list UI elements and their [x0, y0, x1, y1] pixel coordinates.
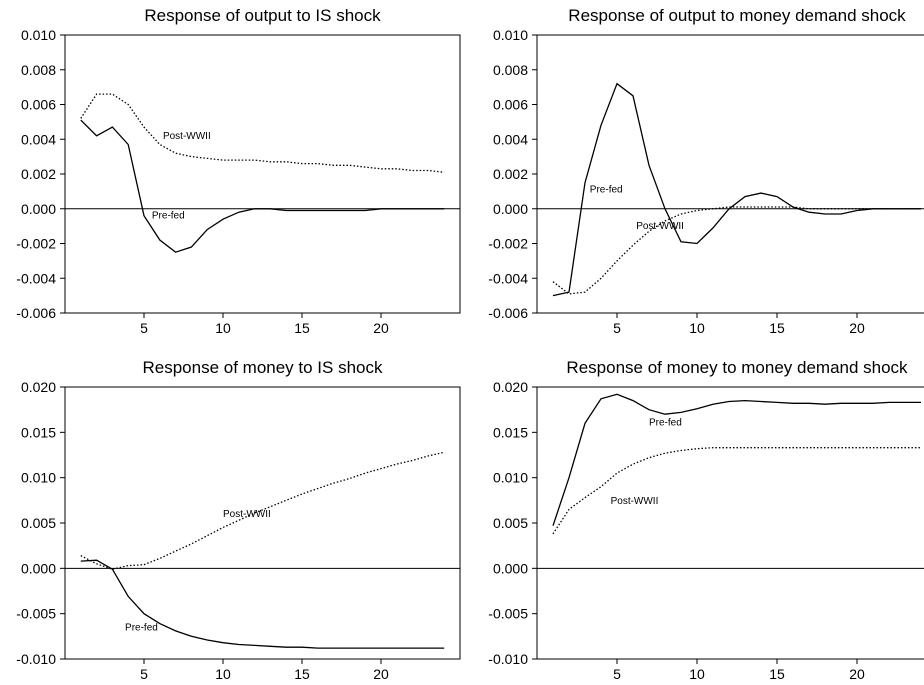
plot-frame — [64, 386, 461, 660]
x-tick-label: 10 — [689, 320, 705, 336]
plot-frame — [536, 386, 924, 660]
series-line-post-wwii — [552, 206, 921, 295]
series-line-post-wwii — [552, 447, 921, 535]
chart-plot: -0.010 -0.005 0.000 0.005 0.010 0.015 0.020 5 10… — [488, 379, 924, 682]
series-line-pre-fed — [80, 559, 445, 649]
x-tick-label: 5 — [140, 666, 148, 682]
chart-title: Response of money to money demand shock — [566, 358, 908, 377]
y-tick-label: 0.002 — [493, 166, 528, 182]
x-tick-label: 5 — [613, 320, 621, 336]
y-tick-label: 0.015 — [21, 424, 56, 440]
series-annotation: Pre-fed — [590, 185, 623, 196]
x-tick-label: 15 — [769, 320, 785, 336]
chart-plot: -0.006 -0.004 -0.002 0.000 0.002 0.004 0.006 0.… — [488, 27, 924, 336]
y-tick-label: 0.000 — [21, 560, 56, 576]
y-tick-label: 0.015 — [493, 424, 528, 440]
y-tick-label: 0.010 — [493, 27, 528, 43]
x-tick-label: 20 — [849, 320, 865, 336]
x-tick-label: 5 — [613, 666, 621, 682]
series-line-post-wwii — [80, 93, 445, 173]
series-annotation: Post-WWII — [163, 131, 211, 142]
x-tick-label: 5 — [140, 320, 148, 336]
y-tick-label: -0.006 — [488, 305, 528, 321]
y-tick-label: -0.005 — [488, 606, 528, 622]
y-tick-label: -0.004 — [16, 270, 56, 286]
chart-title: Response of output to IS shock — [144, 6, 381, 25]
y-tick-label: 0.010 — [21, 27, 56, 43]
chart-panel-output-is: Response of output to IS shock -0.006 -0.… — [0, 0, 462, 336]
y-tick-label: 0.005 — [493, 515, 528, 531]
x-tick-label: 15 — [769, 666, 785, 682]
chart-plot: -0.006 -0.004 -0.002 0.000 0.002 0.004 0.006 0.… — [16, 27, 461, 336]
y-tick-label: 0.000 — [493, 560, 528, 576]
y-tick-label: -0.002 — [16, 236, 56, 252]
series-annotation: Post-WWII — [636, 221, 684, 232]
chart-panel-output-money-demand: Response of output to money demand shock… — [462, 0, 924, 336]
y-tick-label: -0.006 — [16, 305, 56, 321]
y-tick-label: 0.005 — [21, 515, 56, 531]
y-tick-label: 0.000 — [493, 201, 528, 217]
series-line-pre-fed — [552, 393, 921, 526]
y-tick-label: 0.006 — [493, 97, 528, 113]
x-tick-label: 15 — [294, 320, 310, 336]
y-tick-label: -0.002 — [488, 236, 528, 252]
y-tick-label: 0.008 — [21, 62, 56, 78]
y-tick-label: -0.005 — [16, 606, 56, 622]
y-tick-label: -0.010 — [488, 651, 528, 667]
chart-panel-money-money-demand: Response of money to money demand shock … — [462, 350, 924, 685]
chart-plot: -0.010 -0.005 0.000 0.005 0.010 0.015 0.020 5 10… — [16, 379, 461, 682]
chart-title: Response of output to money demand shock — [568, 6, 906, 25]
chart-panel-money-is: Response of money to IS shock -0.010 -0.0… — [0, 350, 462, 685]
y-tick-label: 0.004 — [21, 131, 56, 147]
x-tick-label: 20 — [849, 666, 865, 682]
y-tick-label: 0.000 — [21, 201, 56, 217]
y-tick-label: 0.004 — [493, 131, 528, 147]
y-tick-label: 0.008 — [493, 62, 528, 78]
series-annotation: Pre-fed — [125, 622, 158, 633]
chart-title: Response of money to IS shock — [142, 358, 383, 377]
series-annotation: Post-WWII — [223, 509, 271, 520]
x-tick-label: 20 — [373, 666, 389, 682]
x-tick-label: 20 — [373, 320, 389, 336]
series-annotation: Post-WWII — [611, 496, 659, 507]
series-line-pre-fed — [552, 82, 921, 297]
y-tick-label: -0.010 — [16, 651, 56, 667]
y-tick-label: 0.020 — [493, 379, 528, 395]
y-tick-label: 0.010 — [21, 470, 56, 486]
x-tick-label: 10 — [215, 666, 231, 682]
y-tick-label: 0.006 — [21, 97, 56, 113]
x-tick-label: 10 — [689, 666, 705, 682]
x-tick-label: 15 — [294, 666, 310, 682]
series-annotation: Pre-fed — [649, 417, 682, 428]
plot-frame — [64, 34, 461, 314]
plot-frame — [536, 34, 924, 314]
series-line-pre-fed — [80, 119, 445, 253]
y-tick-label: 0.020 — [21, 379, 56, 395]
y-tick-label: -0.004 — [488, 270, 528, 286]
series-annotation: Pre-fed — [152, 211, 185, 222]
y-tick-label: 0.010 — [493, 470, 528, 486]
series-line-post-wwii — [80, 451, 445, 570]
y-tick-label: 0.002 — [21, 166, 56, 182]
x-tick-label: 10 — [215, 320, 231, 336]
